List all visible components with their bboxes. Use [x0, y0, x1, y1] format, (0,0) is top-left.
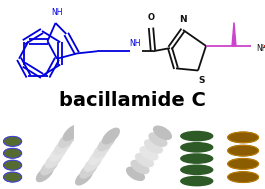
Ellipse shape	[76, 169, 92, 185]
Ellipse shape	[136, 153, 153, 167]
Ellipse shape	[55, 139, 71, 154]
Ellipse shape	[89, 149, 106, 164]
Ellipse shape	[4, 172, 21, 182]
Ellipse shape	[228, 172, 258, 182]
Ellipse shape	[149, 133, 167, 146]
Ellipse shape	[85, 156, 101, 171]
Ellipse shape	[181, 165, 213, 174]
Ellipse shape	[131, 160, 149, 174]
Text: NH: NH	[51, 8, 62, 17]
Text: NH: NH	[129, 39, 141, 48]
Ellipse shape	[181, 143, 213, 152]
Text: bacillamide C: bacillamide C	[59, 91, 205, 110]
Ellipse shape	[46, 152, 62, 168]
Ellipse shape	[127, 167, 144, 180]
Ellipse shape	[103, 128, 119, 144]
Ellipse shape	[4, 137, 21, 146]
Ellipse shape	[154, 126, 171, 139]
Ellipse shape	[94, 142, 110, 157]
Ellipse shape	[50, 146, 67, 161]
Ellipse shape	[228, 132, 258, 143]
Ellipse shape	[37, 166, 53, 182]
Text: O: O	[148, 13, 154, 22]
Ellipse shape	[80, 163, 97, 178]
Ellipse shape	[4, 149, 21, 158]
Ellipse shape	[228, 159, 258, 169]
Text: S: S	[199, 76, 205, 85]
Polygon shape	[232, 22, 236, 46]
Ellipse shape	[63, 125, 80, 141]
Text: N: N	[179, 15, 187, 23]
Ellipse shape	[41, 159, 58, 175]
Ellipse shape	[98, 135, 115, 151]
Ellipse shape	[140, 147, 158, 160]
Ellipse shape	[181, 154, 213, 163]
Ellipse shape	[145, 140, 162, 153]
Ellipse shape	[4, 161, 21, 170]
Ellipse shape	[181, 132, 213, 141]
Text: NH: NH	[256, 44, 265, 53]
Ellipse shape	[228, 145, 258, 156]
Ellipse shape	[59, 132, 76, 147]
Ellipse shape	[181, 177, 213, 186]
